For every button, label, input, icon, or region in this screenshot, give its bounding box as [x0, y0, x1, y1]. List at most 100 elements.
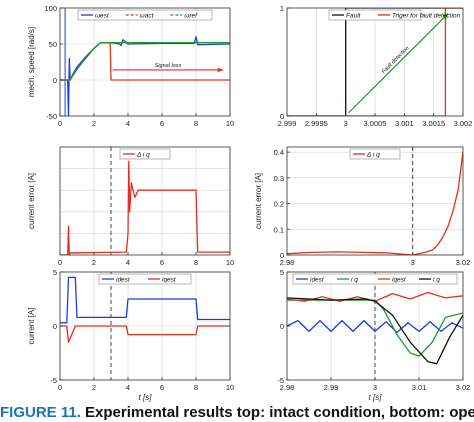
legend-box	[328, 9, 422, 21]
x-tick-label: 2	[92, 383, 96, 392]
chart-d: 2.98 3 3.02 0 0.1 0.2 0.3 0.4 current error [A] Δ…	[254, 146, 471, 267]
x-tick-label: 8	[194, 119, 198, 128]
series-group	[287, 291, 463, 365]
y-tick-label: 0.1	[274, 225, 284, 234]
legend-label: ωref	[184, 13, 198, 20]
x-axis-label: t [s]	[139, 393, 153, 402]
x-tick-label: 2.98	[280, 383, 295, 392]
legend-label: Triger for fault detection	[392, 13, 461, 20]
series-group	[60, 160, 230, 255]
plot-frame	[59, 146, 231, 256]
y-tick-label: 0.4	[274, 148, 284, 157]
figure-caption: FIGURE 11. Experimental results top: int…	[0, 403, 474, 422]
x-tick-label: 3.01	[412, 383, 427, 392]
y-tick-label: 0.2	[274, 200, 284, 209]
legend-label: ωact	[140, 13, 155, 20]
chart-c: 0 2 4 6 8 10 current error [A] Δ i q	[27, 146, 234, 267]
x-axis-label: t [s]	[369, 393, 383, 402]
series-group	[287, 152, 463, 255]
series-group	[60, 36, 230, 116]
x-tick-label: 8	[194, 383, 198, 392]
x-tick-label: 2	[92, 119, 96, 128]
series-line	[287, 319, 463, 334]
series-line	[287, 299, 463, 357]
y-axis-label: current [A]	[27, 308, 36, 345]
series-line	[60, 325, 230, 343]
y-tick-label: 50	[49, 40, 57, 49]
x-tick-label: 10	[226, 258, 234, 267]
y-tick-label: 0	[53, 322, 57, 331]
legend-box	[292, 273, 458, 285]
series-group	[287, 8, 463, 116]
x-tick-label: 3.002	[454, 119, 473, 128]
y-tick-label: 0	[53, 76, 57, 85]
caption-text: Experimental results top: intact conditi…	[85, 404, 474, 421]
series-line	[287, 152, 463, 255]
legend-label: iqest	[162, 277, 177, 284]
x-tick-label: 6	[160, 119, 164, 128]
legend-box	[98, 273, 192, 285]
series-line	[287, 297, 463, 365]
x-tick-label: 4	[126, 258, 130, 267]
legend-label: Fault	[346, 13, 362, 20]
x-tick-label: 3.001	[395, 119, 414, 128]
y-tick-label: -5	[50, 376, 57, 385]
caption-label: FIGURE 11.	[0, 404, 81, 421]
y-tick-label: 5	[53, 268, 57, 277]
x-tick-label: 0	[58, 258, 62, 267]
x-tick-label: 2.9995	[305, 119, 328, 128]
y-axis-label: current error [A]	[254, 173, 263, 229]
y-tick-label: 0	[280, 251, 284, 260]
legend-label: Δ i q	[366, 152, 380, 159]
x-tick-label: 3.0005	[364, 119, 387, 128]
plot-frame	[59, 7, 231, 117]
annotation-arrowhead	[217, 67, 224, 73]
x-tick-label: 3	[373, 383, 377, 392]
legend-label: iqest	[392, 277, 407, 284]
y-tick-label: 100	[44, 4, 57, 13]
annotation-label: Signal loss	[155, 63, 182, 69]
plot-frame	[286, 146, 464, 256]
y-axis-label: mech. speed [rad/s]	[27, 27, 36, 97]
x-tick-label: 2	[92, 258, 96, 267]
x-tick-label: 3	[344, 119, 348, 128]
chart-f: 2.98 2.99 3 3.01 3.02 -5 0 5 t [s] idest i q iqest i…	[277, 268, 470, 402]
legend-box	[77, 9, 213, 21]
y-tick-label: 5	[280, 268, 284, 277]
series-line	[60, 276, 230, 324]
x-tick-label: 0	[58, 383, 62, 392]
y-tick-label: 0.3	[274, 174, 284, 183]
x-tick-label: 10	[226, 119, 234, 128]
y-tick-label: -5	[277, 376, 284, 385]
series-line	[60, 160, 230, 255]
plot-area	[60, 147, 230, 255]
legend-label: ωest	[95, 13, 110, 20]
y-axis-label: current error [A]	[27, 173, 36, 229]
series-line	[287, 8, 463, 116]
legend-label: i q	[433, 277, 440, 284]
y-tick-label: 0	[280, 112, 284, 121]
legend-label: i q	[351, 277, 358, 284]
legend-box	[349, 148, 401, 160]
x-tick-label: 3.02	[456, 383, 471, 392]
x-tick-label: 2.99	[324, 383, 339, 392]
x-tick-label: 3.02	[456, 258, 471, 267]
legend-box	[119, 148, 171, 160]
x-tick-label: 4	[126, 119, 130, 128]
plot-area	[60, 8, 230, 116]
x-tick-label: 0	[58, 119, 62, 128]
legend-label: idest	[310, 277, 325, 284]
x-tick-label: 6	[160, 258, 164, 267]
legend-label: Δ i q	[136, 152, 150, 159]
x-tick-label: 3	[411, 258, 415, 267]
y-tick-label: 1	[280, 4, 284, 13]
series-line	[60, 41, 230, 81]
y-tick-label: 0	[280, 322, 284, 331]
x-tick-label: 2.999	[278, 119, 297, 128]
x-tick-label: 8	[194, 258, 198, 267]
x-tick-label: 3.0015	[422, 119, 445, 128]
